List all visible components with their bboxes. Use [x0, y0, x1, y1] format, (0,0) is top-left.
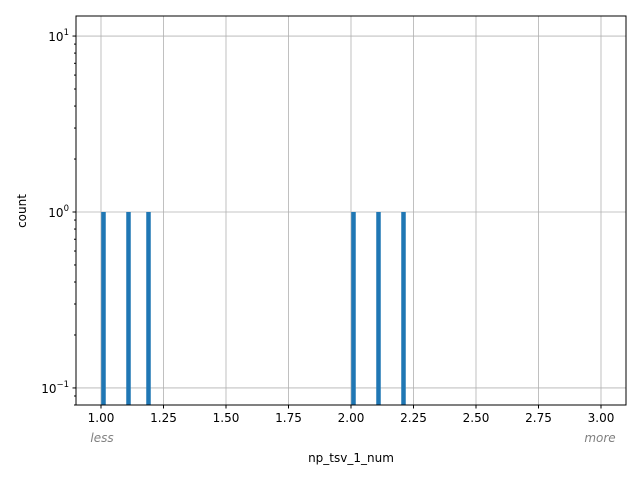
histogram-bar	[401, 211, 406, 405]
x-tick-label: 2.25	[400, 411, 427, 425]
bars	[101, 211, 406, 405]
y-axis-label: count	[15, 194, 29, 228]
y-tick-label: 101	[48, 28, 69, 44]
more-annotation: more	[584, 431, 615, 445]
histogram-bar	[351, 211, 356, 405]
grid	[76, 16, 626, 405]
x-tick-label: 3.00	[588, 411, 615, 425]
x-tick-label: 1.25	[150, 411, 177, 425]
y-tick-label: 10−1	[41, 380, 69, 396]
x-tick-label: 1.50	[213, 411, 240, 425]
less-annotation: less	[90, 431, 113, 445]
y-axis-ticks: 10−1 100 101	[41, 28, 76, 406]
x-tick-label: 1.00	[88, 411, 115, 425]
histogram-bar	[376, 211, 381, 405]
x-tick-label: 2.75	[525, 411, 552, 425]
x-tick-label: 2.00	[338, 411, 365, 425]
x-tick-label: 1.75	[275, 411, 302, 425]
y-tick-label: 100	[48, 204, 69, 220]
x-axis-label: np_tsv_1_num	[308, 451, 394, 465]
x-axis-ticks: 1.00 1.25 1.50 1.75 2.00 2.25 2.50 2.75 3.00	[88, 405, 615, 425]
histogram-bar	[101, 211, 106, 405]
x-tick-label: 2.50	[463, 411, 490, 425]
histogram-bar	[146, 211, 151, 405]
histogram-bar	[126, 211, 131, 405]
